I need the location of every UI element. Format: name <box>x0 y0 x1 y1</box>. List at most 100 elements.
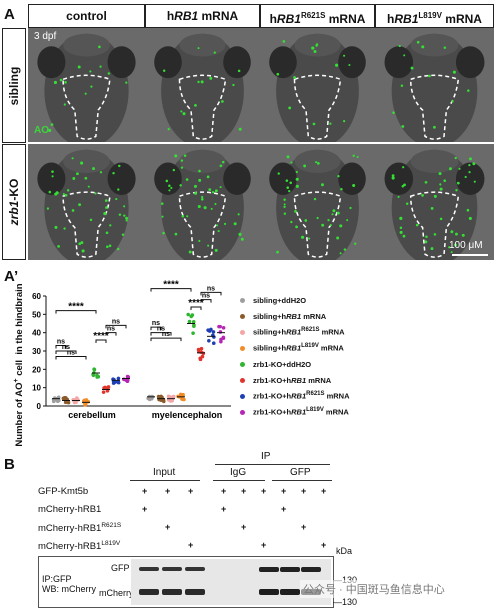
data-point <box>149 396 154 401</box>
panel-a-letter: A <box>4 6 15 23</box>
band-gfp-ip <box>301 567 321 572</box>
legend-item: zrb1-KO+hRB1R621S mRNA <box>240 388 420 404</box>
column-header-control: control <box>28 4 145 28</box>
legend-marker <box>240 345 245 351</box>
data-point <box>146 396 150 401</box>
legend-marker <box>240 409 245 415</box>
construct-plus-sign: + <box>261 486 267 496</box>
panel-b-letter: B <box>4 456 15 473</box>
chart-legend: sibling+ddH2O sibling+hRB1 mRNA sibling+hR… <box>240 292 420 420</box>
legend-item: sibling+hRB1R621S mRNA <box>240 324 420 340</box>
legend-label: zrb1-KO+hRB1L819V mRNA <box>253 407 349 417</box>
data-point <box>198 357 203 362</box>
y-tick-label: 40 <box>32 329 41 338</box>
blot-background <box>131 559 331 605</box>
significance-label: ns <box>112 318 120 325</box>
construct-plus-sign: + <box>301 522 307 532</box>
data-point <box>211 341 216 346</box>
significance-bracket <box>55 310 97 314</box>
legend-marker <box>240 377 245 383</box>
significance-label: ns <box>152 320 160 327</box>
data-point <box>192 323 196 327</box>
legend-label: sibling+hRB1R621S mRNA <box>253 327 345 337</box>
legend-marker <box>240 329 245 335</box>
data-point <box>191 320 196 324</box>
lane-group-gfp: GFP <box>290 467 311 478</box>
band-label-mcherry: mCherry <box>99 588 134 598</box>
x-group-label: myelencephalon <box>152 410 223 420</box>
significance-bracket <box>55 350 77 354</box>
significance-label: ns <box>157 326 165 333</box>
data-point <box>221 326 226 330</box>
construct-plus-sign: + <box>241 486 247 496</box>
band-mcherry-ip <box>280 589 300 595</box>
data-point <box>103 385 107 390</box>
band-mcherry-input <box>185 589 205 595</box>
data-point <box>66 400 71 405</box>
band-label-gfp: GFP <box>111 563 130 573</box>
data-point <box>171 395 176 399</box>
significance-bracket <box>95 339 107 343</box>
significance-bracket <box>55 356 87 360</box>
significance-bracket <box>150 337 182 342</box>
legend-marker <box>240 393 245 399</box>
band-gfp-input <box>162 567 182 571</box>
significance-label: ns <box>67 350 75 357</box>
micrograph-ko-hrb1-r621s <box>260 144 375 260</box>
micrograph-sibling-hrb1 <box>145 28 260 142</box>
blot-box: IP:GFP WB: mCherry GFP mCherry <box>38 556 334 608</box>
significance-bracket <box>150 332 172 336</box>
significance-label: ns <box>107 326 115 333</box>
legend-item: zrb1-KO+hRB1 mRNA <box>240 372 420 388</box>
legend-item: zrb1-KO+hRB1L819V mRNA <box>240 404 420 420</box>
data-point <box>76 398 80 402</box>
data-point <box>159 394 163 399</box>
construct-label: mCherry-hRB1 <box>38 504 102 515</box>
significance-label: ns <box>202 293 210 300</box>
significance-bracket <box>55 345 67 349</box>
construct-plus-sign: + <box>321 540 327 550</box>
column-header-hrb1: hRB1 mRNA <box>145 4 260 28</box>
construct-plus-sign: + <box>241 522 247 532</box>
data-point <box>95 373 99 378</box>
data-point <box>161 399 166 404</box>
y-tick-label: 0 <box>37 402 42 411</box>
data-point <box>101 390 106 394</box>
data-point <box>92 367 97 372</box>
data-point <box>212 335 216 339</box>
data-point <box>106 385 111 389</box>
panel-a-prime-letter: A’ <box>4 268 19 285</box>
micrograph-ko-hrb1 <box>145 144 260 260</box>
watermark: 公众号 · 中国斑马鱼信息中心 <box>300 580 448 598</box>
band-gfp-ip <box>259 567 279 572</box>
y-tick-label: 10 <box>32 384 41 393</box>
data-point <box>217 324 221 329</box>
data-point <box>189 314 194 319</box>
scale-bar-label: 100 μM <box>449 240 483 251</box>
significance-label: **** <box>93 331 109 342</box>
panel-a-image-grid: control hRB1 mRNA hRB1R621S mRNA hRB1L81… <box>2 4 494 260</box>
construct-plus-sign: + <box>221 486 227 496</box>
construct-plus-sign: + <box>188 486 194 496</box>
band-mcherry-input <box>139 589 159 595</box>
legend-label: sibling+ddH2O <box>253 295 307 305</box>
band-gfp-ip <box>280 567 300 572</box>
significance-bracket <box>190 306 202 310</box>
legend-item: sibling+hRB1 mRNA <box>240 308 420 324</box>
ylabel: Number of AO+ cell in the hindbrain <box>12 283 26 447</box>
input-line <box>130 480 200 481</box>
construct-plus-sign: + <box>321 486 327 496</box>
legend-marker <box>240 313 245 319</box>
construct-plus-sign: + <box>165 522 171 532</box>
construct-plus-sign: + <box>281 486 287 496</box>
legend-marker <box>240 361 245 367</box>
data-point <box>112 380 117 385</box>
legend-item: sibling+hRB1L819V mRNA <box>240 340 420 356</box>
kda-marker-2: —130 <box>333 597 358 607</box>
micrograph-ko-control <box>28 144 145 260</box>
data-point <box>168 395 173 399</box>
significance-bracket <box>105 332 117 336</box>
scatter-chart: 0 10 20 30 40 50 60 cerebellum myelencephalon ***… <box>32 280 231 420</box>
data-point <box>187 319 192 324</box>
legend-label: sibling+hRB1L819V mRNA <box>253 343 344 353</box>
